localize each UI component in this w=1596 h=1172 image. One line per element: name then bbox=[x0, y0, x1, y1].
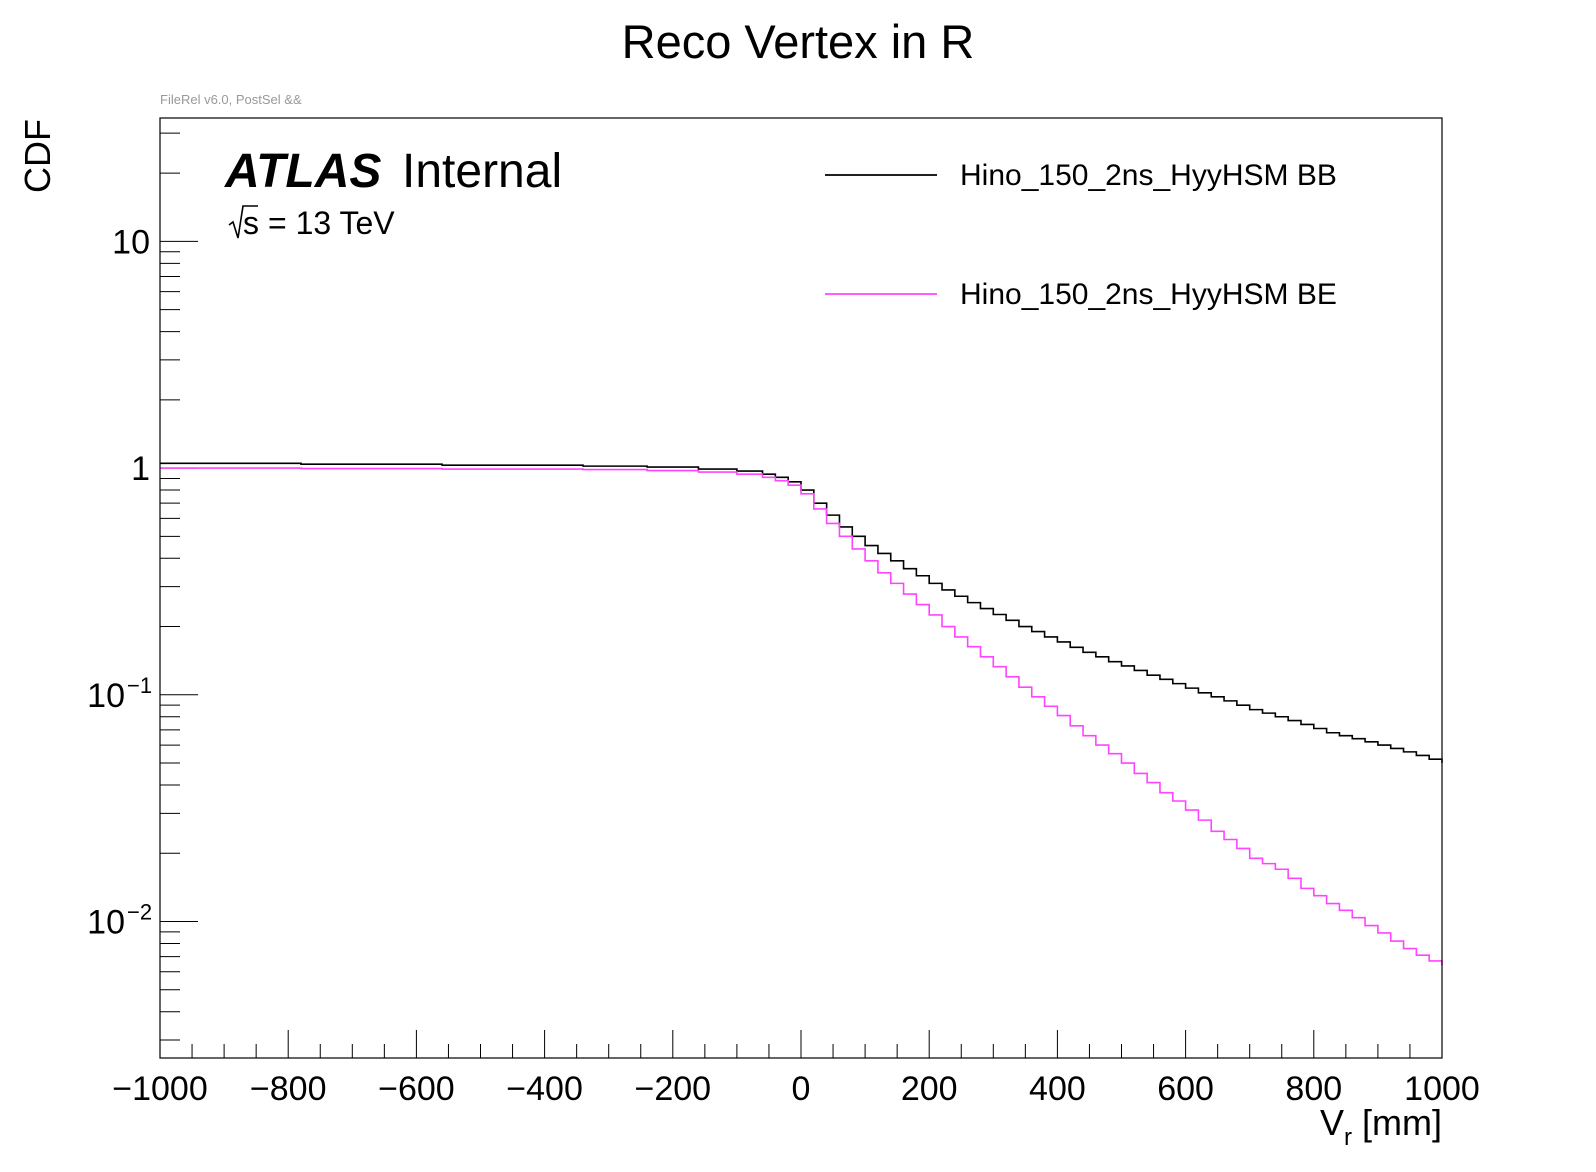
x-tick-label: 200 bbox=[901, 1070, 958, 1108]
energy-label: = 13 TeV bbox=[268, 205, 395, 241]
y-tick-label: 10 bbox=[87, 904, 125, 942]
x-tick-label: 800 bbox=[1285, 1070, 1342, 1108]
y-tick-base: 10 bbox=[112, 223, 150, 261]
legend: Hino_150_2ns_HyyHSM BB Hino_150_2ns_HyyH… bbox=[825, 159, 1337, 311]
legend-label-be: Hino_150_2ns_HyyHSM BE bbox=[960, 278, 1337, 311]
y-tick-exponent: −1 bbox=[127, 673, 152, 698]
y-tick-base: 1 bbox=[131, 450, 150, 488]
y-tick-label: 10 bbox=[112, 223, 150, 261]
x-axis-label-unit: [mm] bbox=[1362, 1102, 1442, 1143]
x-axis-label: Vr [mm] bbox=[1320, 1102, 1442, 1151]
series-line-bb bbox=[160, 462, 1443, 764]
x-tick-label: −400 bbox=[506, 1070, 583, 1108]
sqrt-s: s bbox=[243, 205, 259, 241]
atlas-internal: Internal bbox=[402, 145, 562, 198]
x-tick-label: −1000 bbox=[112, 1070, 208, 1108]
x-tick-label: −600 bbox=[378, 1070, 455, 1108]
x-tick-label: −800 bbox=[250, 1070, 327, 1108]
plot-frame bbox=[159, 117, 1443, 1059]
x-tick-label: 0 bbox=[792, 1070, 811, 1108]
y-tick-base: 10 bbox=[87, 677, 125, 715]
x-axis-label-sub: r bbox=[1344, 1124, 1352, 1151]
y-tick-exponent: −2 bbox=[127, 900, 152, 925]
y-axis-label: CDF bbox=[17, 119, 58, 193]
legend-label-bb: Hino_150_2ns_HyyHSM BB bbox=[960, 159, 1337, 192]
sqrt-symbol bbox=[228, 205, 258, 239]
y-tick-label: 1 bbox=[131, 450, 150, 488]
plot-area bbox=[159, 132, 1443, 1058]
chart-title: Reco Vertex in R bbox=[622, 15, 975, 68]
x-tick-label: −200 bbox=[635, 1070, 712, 1108]
x-tick-label: 1000 bbox=[1404, 1070, 1480, 1108]
y-tick-base: 10 bbox=[87, 904, 125, 942]
x-tick-label: 400 bbox=[1029, 1070, 1086, 1108]
y-tick-label: 10 bbox=[87, 677, 125, 715]
x-axis-label-main: V bbox=[1320, 1102, 1344, 1143]
caption: FileRel v6.0, PostSel && bbox=[160, 92, 302, 107]
series-line-be bbox=[160, 467, 1443, 966]
atlas-label: ATLAS Internal s = 13 TeV bbox=[224, 145, 562, 241]
atlas-bold: ATLAS bbox=[224, 145, 381, 198]
x-tick-label: 600 bbox=[1157, 1070, 1214, 1108]
